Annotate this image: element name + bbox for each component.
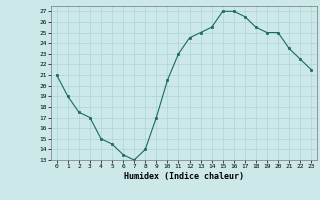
X-axis label: Humidex (Indice chaleur): Humidex (Indice chaleur): [124, 172, 244, 181]
